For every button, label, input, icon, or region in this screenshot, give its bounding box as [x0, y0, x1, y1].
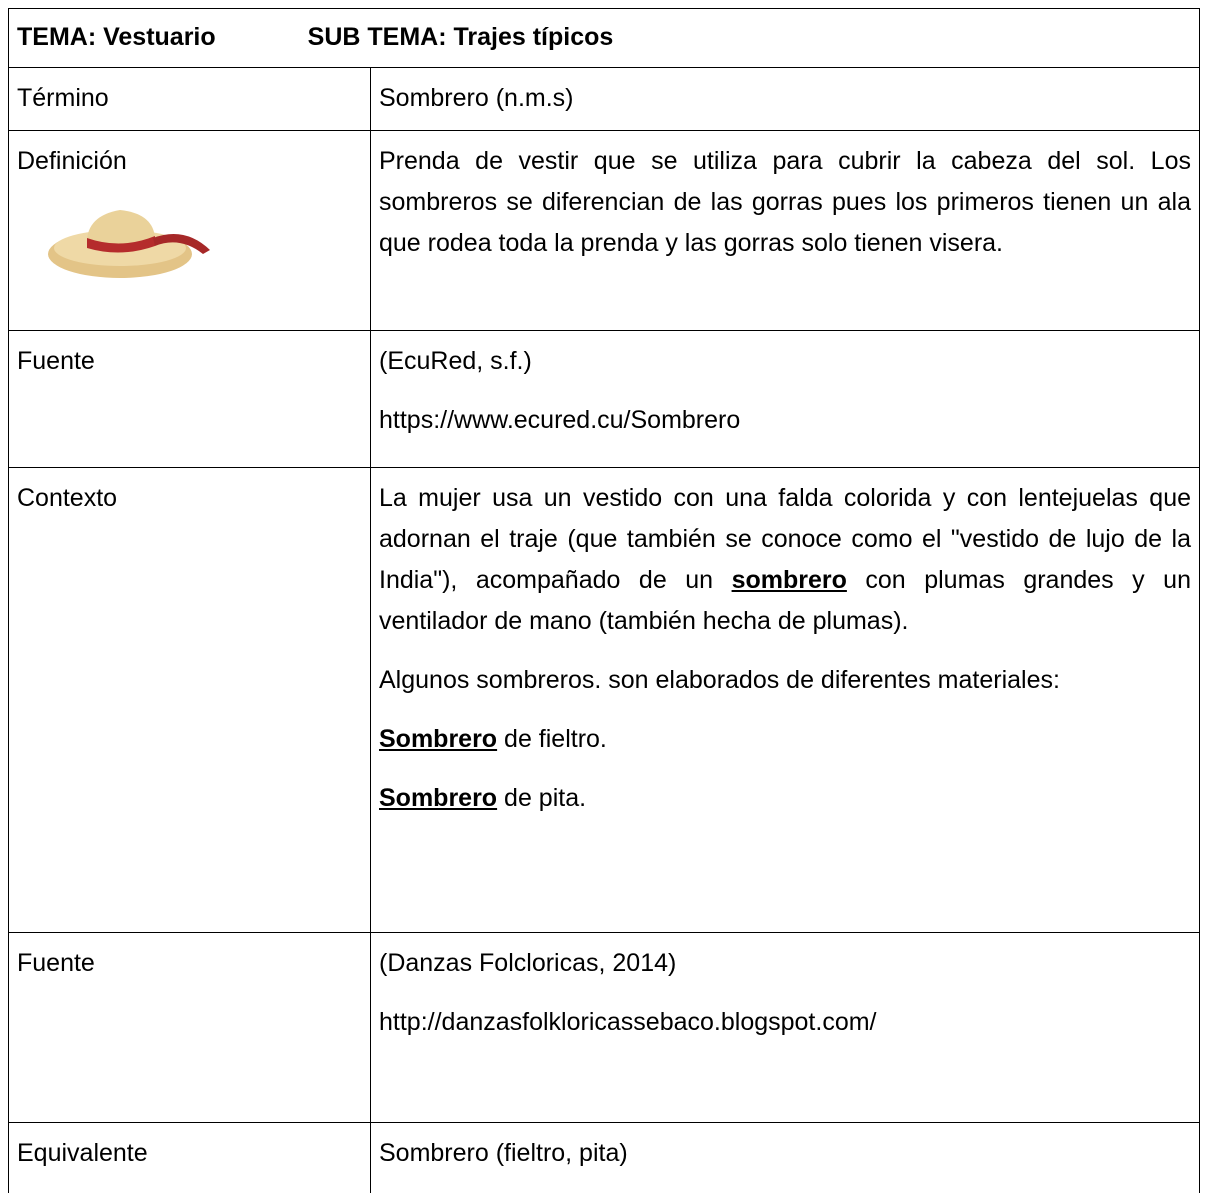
text: con plumas grandes y un ventilador de ma…	[379, 566, 1191, 635]
keyword: Sombrero	[379, 784, 498, 812]
row: Contexto La mujer usa un vestido con una…	[8, 467, 1200, 933]
label: Contexto	[8, 467, 371, 933]
row: Equivalente Sombrero (fieltro, pita)	[8, 1122, 1200, 1193]
content: Sombrero (n.m.s)	[370, 67, 1200, 131]
content: Prenda de vestir que se utiliza para cub…	[370, 130, 1200, 331]
tema: TEMA: Vestuario	[17, 23, 216, 51]
hat-image	[48, 210, 210, 278]
label: Fuente	[8, 330, 371, 468]
label: Fuente	[8, 932, 371, 1123]
item: Sombrero de pita.	[379, 778, 1191, 819]
content-cell: La mujer usa un vestido con una falda co…	[370, 467, 1200, 933]
paragraph: La mujer usa un vestido con una falda co…	[379, 478, 1191, 642]
url: http://danzasfolkloricassebaco.blogspot.…	[379, 1008, 877, 1036]
content-cell: (EcuRed, s.f.) https://www.ecured.cu/Somb…	[370, 330, 1200, 468]
row: Fuente (Danzas Folcloricas, 2014) http://…	[8, 932, 1200, 1123]
label: Definición	[17, 147, 127, 175]
keyword: Sombrero	[379, 725, 498, 753]
text: La mujer usa un vestido con una falda co…	[379, 484, 1191, 594]
row: Definición Prenda de vestir que se utili…	[8, 130, 1200, 331]
header-cell: TEMA: Vestuario SUB TEMA: Trajes típicos	[8, 8, 1200, 68]
row: Término Sombrero (n.m.s)	[8, 67, 1200, 131]
text: de pita.	[504, 784, 587, 812]
content-cell: (Danzas Folcloricas, 2014) http://danzasf…	[370, 932, 1200, 1123]
content: Sombrero (fieltro, pita)	[370, 1122, 1200, 1193]
label: Equivalente	[8, 1122, 371, 1193]
keyword: sombrero	[731, 566, 847, 594]
header-row: TEMA: Vestuario SUB TEMA: Trajes típicos	[8, 8, 1200, 68]
citation: (Danzas Folcloricas, 2014)	[379, 949, 677, 977]
item: Sombrero de fieltro.	[379, 719, 1191, 760]
url: https://www.ecured.cu/Sombrero	[379, 406, 741, 434]
intro: Algunos sombreros. son elaborados de dif…	[379, 666, 1060, 694]
row: Fuente (EcuRed, s.f.) https://www.ecured.…	[8, 330, 1200, 468]
glossary-table: TEMA: Vestuario SUB TEMA: Trajes típicos …	[8, 8, 1200, 1193]
text: de fieltro.	[504, 725, 607, 753]
label-cell: Definición	[8, 130, 371, 331]
label: Término	[8, 67, 371, 131]
subtema: SUB TEMA: Trajes típicos	[307, 23, 614, 51]
citation: (EcuRed, s.f.)	[379, 347, 532, 375]
